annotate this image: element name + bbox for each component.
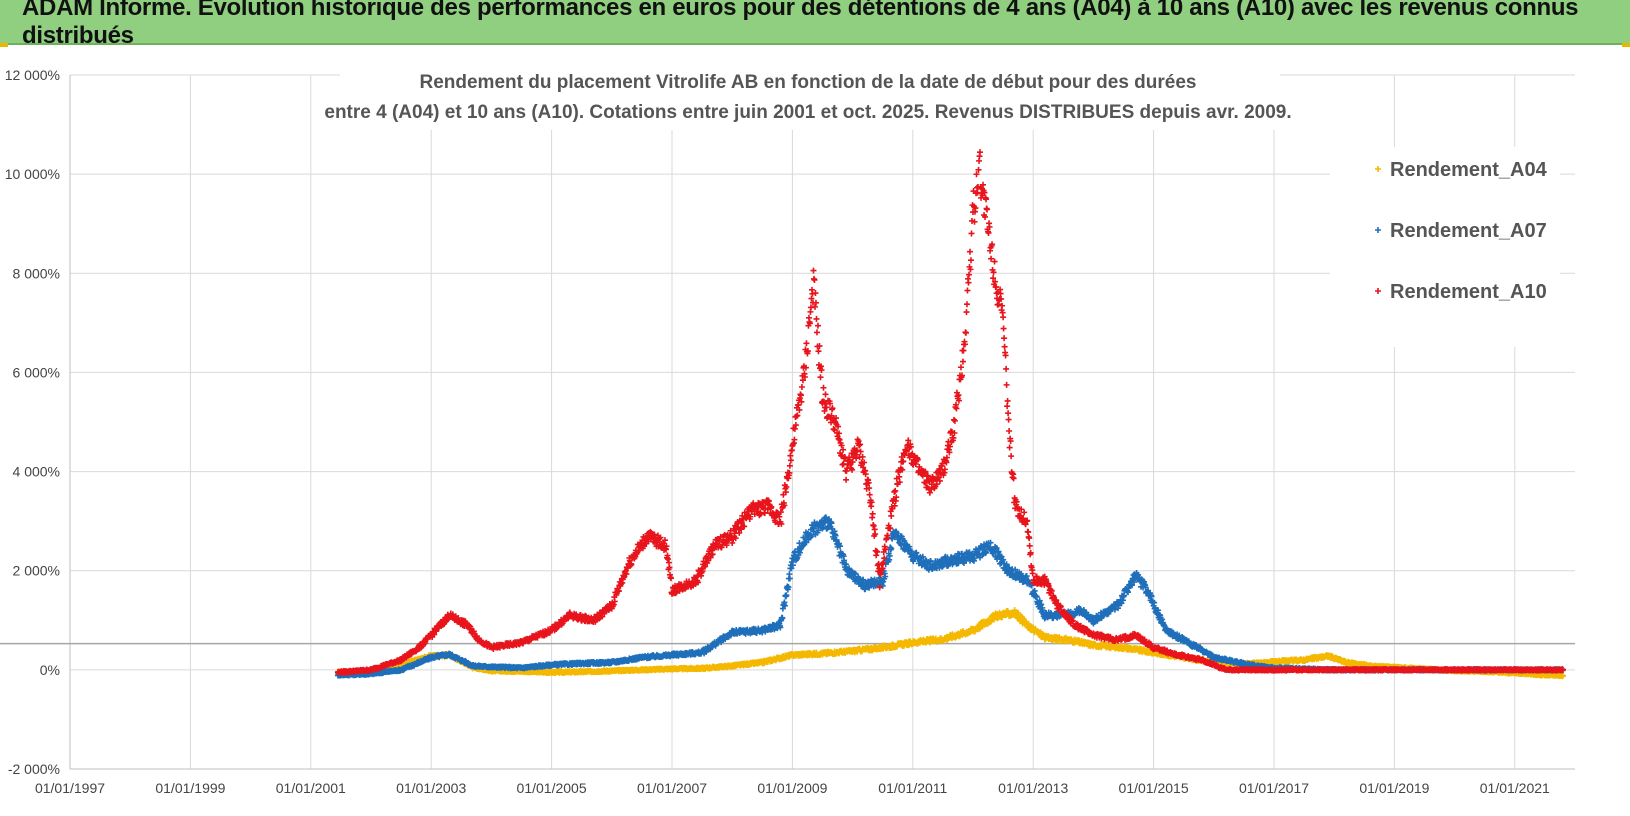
x-tick-label: 01/01/2015 bbox=[1119, 780, 1189, 796]
y-tick-label: 12 000% bbox=[5, 67, 60, 83]
y-tick-label: 8 000% bbox=[13, 265, 60, 281]
y-tick-label: 0% bbox=[40, 662, 60, 678]
x-tick-label: 01/01/2011 bbox=[878, 780, 947, 796]
x-tick-label: 01/01/2005 bbox=[517, 780, 587, 796]
report-banner-title: ADAM Informe. Evolution historique des p… bbox=[22, 0, 1579, 49]
x-tick-label: 01/01/1997 bbox=[35, 780, 105, 796]
y-tick-label: -2 000% bbox=[8, 761, 60, 777]
data-point bbox=[783, 592, 790, 599]
corner-mark-left bbox=[0, 43, 8, 47]
x-tick-label: 01/01/2003 bbox=[396, 780, 466, 796]
series-Rendement_A07 bbox=[334, 514, 1566, 679]
report-banner: ADAM Informe. Evolution historique des p… bbox=[0, 0, 1630, 49]
y-tick-label: 6 000% bbox=[13, 364, 60, 380]
x-tick-label: 01/01/2017 bbox=[1239, 780, 1309, 796]
x-tick-label: 01/01/2007 bbox=[637, 780, 707, 796]
y-tick-label: 10 000% bbox=[5, 166, 60, 182]
corner-mark-right bbox=[1622, 43, 1630, 47]
chart-title-line-2: entre 4 (A04) et 10 ans (A10). Cotations… bbox=[324, 102, 1291, 123]
performance-scatter-chart: -2 000% 0% 2 000% 4 000% 6 000% 8 000% 10 000%… bbox=[0, 62, 1575, 796]
x-tick-label: 01/01/1999 bbox=[155, 780, 225, 796]
chart-title-line-1: Rendement du placement Vitrolife AB en f… bbox=[419, 72, 1196, 93]
x-tick-label: 01/01/2013 bbox=[998, 780, 1068, 796]
x-tick-label: 01/01/2021 bbox=[1480, 780, 1550, 796]
x-tick-label: 01/01/2001 bbox=[276, 780, 346, 796]
chart-title-background bbox=[340, 62, 1280, 130]
y-tick-label: 4 000% bbox=[13, 464, 60, 480]
x-tick-label: 01/01/2019 bbox=[1359, 780, 1429, 796]
y-tick-label: 2 000% bbox=[13, 563, 60, 579]
x-tick-label: 01/01/2009 bbox=[757, 780, 827, 796]
